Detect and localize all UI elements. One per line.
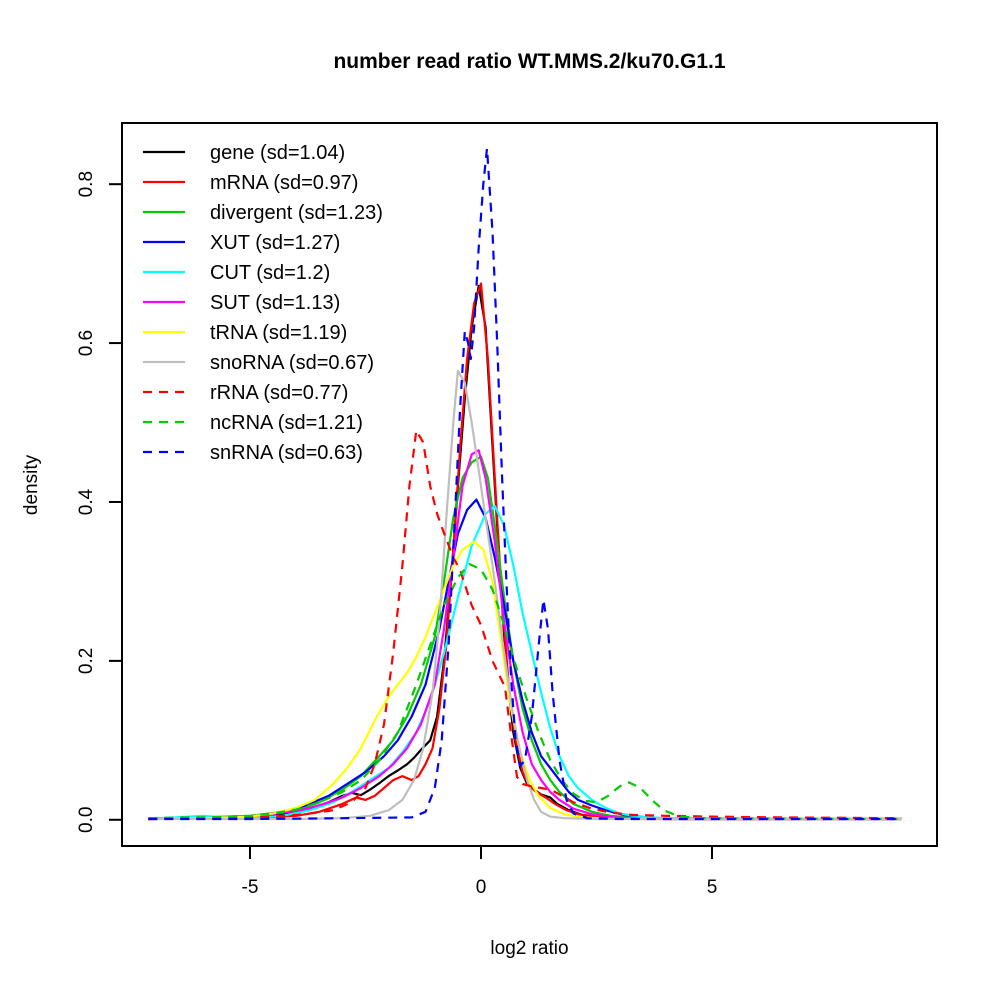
curve-divergent xyxy=(148,455,902,821)
legend: gene (sd=1.04) mRNA (sd=0.97) divergent (s… xyxy=(143,142,383,464)
legend-item-SUT: SUT (sd=1.13) xyxy=(143,292,340,314)
legend-label-divergent: divergent (sd=1.23) xyxy=(210,202,383,224)
curve-SUT xyxy=(148,449,902,821)
x-axis-label: log2 ratio xyxy=(490,938,569,959)
legend-item-CUT: CUT (sd=1.2) xyxy=(143,262,330,284)
curve-XUT xyxy=(148,498,902,821)
curve-CUT xyxy=(148,504,902,821)
legend-item-ncRNA: ncRNA (sd=1.21) xyxy=(143,412,363,434)
y-axis-label: density xyxy=(21,454,42,516)
curve-ncRNA xyxy=(148,562,902,821)
legend-item-gene: gene (sd=1.04) xyxy=(143,142,345,164)
plot-box xyxy=(121,122,938,847)
legend-label-snRNA: snRNA (sd=0.63) xyxy=(210,442,363,464)
legend-item-snoRNA: snoRNA (sd=0.67) xyxy=(143,352,374,374)
curve-tRNA xyxy=(148,540,902,821)
x-axis-tick-label: 5 xyxy=(707,877,718,898)
x-axis-tick-label: 0 xyxy=(476,877,487,898)
curve-snoRNA xyxy=(148,369,902,821)
curve-snRNA xyxy=(148,147,902,821)
legend-label-mRNA: mRNA (sd=0.97) xyxy=(210,172,358,194)
legend-item-tRNA: tRNA (sd=1.19) xyxy=(143,322,347,344)
curves-group xyxy=(148,147,902,821)
legend-label-SUT: SUT (sd=1.13) xyxy=(210,292,340,314)
legend-label-rRNA: rRNA (sd=0.77) xyxy=(210,382,348,404)
legend-item-divergent: divergent (sd=1.23) xyxy=(143,202,383,224)
legend-label-snoRNA: snoRNA (sd=0.67) xyxy=(210,352,374,374)
legend-label-gene: gene (sd=1.04) xyxy=(210,142,345,164)
legend-label-tRNA: tRNA (sd=1.19) xyxy=(210,322,347,344)
chart-title: number read ratio WT.MMS.2/ku70.G1.1 xyxy=(333,50,726,73)
y-axis-tick-label: 0.6 xyxy=(76,330,97,356)
y-axis-tick-label: 0.4 xyxy=(76,488,97,515)
legend-item-rRNA: rRNA (sd=0.77) xyxy=(143,382,348,404)
legend-label-ncRNA: ncRNA (sd=1.21) xyxy=(210,412,363,434)
legend-item-mRNA: mRNA (sd=0.97) xyxy=(143,172,358,194)
curve-mRNA xyxy=(148,282,902,821)
legend-label-CUT: CUT (sd=1.2) xyxy=(210,262,330,284)
legend-label-XUT: XUT (sd=1.27) xyxy=(210,232,340,254)
curve-rRNA xyxy=(148,429,902,821)
legend-item-XUT: XUT (sd=1.27) xyxy=(143,232,340,254)
y-axis-tick-label: 0.8 xyxy=(76,171,97,197)
y-axis-tick-label: 0.0 xyxy=(76,807,97,833)
y-axis-tick-label: 0.2 xyxy=(76,648,97,674)
legend-item-snRNA: snRNA (sd=0.63) xyxy=(143,442,363,464)
x-axis-tick-label: -5 xyxy=(242,877,259,898)
